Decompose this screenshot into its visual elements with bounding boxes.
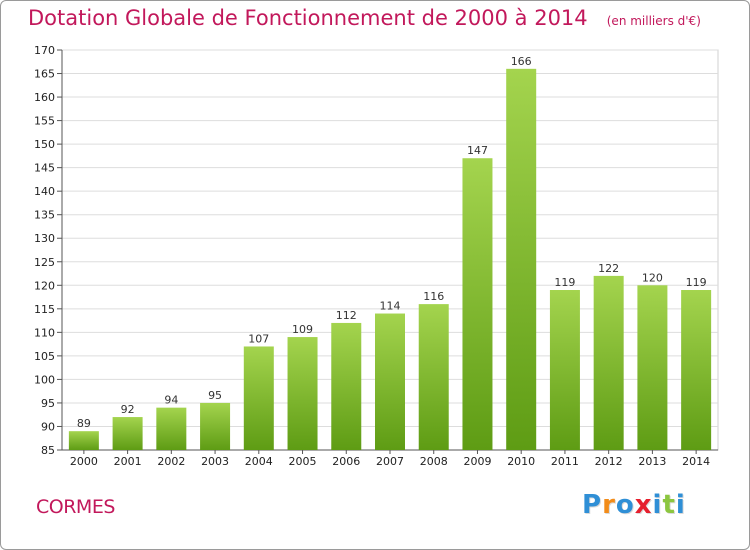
logo-letter: P xyxy=(582,490,603,520)
x-tick-label-2013: 2013 xyxy=(638,455,666,468)
x-tick-label-2014: 2014 xyxy=(682,455,710,468)
x-tick-label-2000: 2000 xyxy=(70,455,98,468)
y-tick-label: 85 xyxy=(41,444,55,457)
bar-2013 xyxy=(637,285,668,450)
y-tick-label: 115 xyxy=(34,303,55,316)
y-tick-label: 170 xyxy=(34,44,55,57)
x-tick-label-2006: 2006 xyxy=(332,455,360,468)
x-tick-label-2003: 2003 xyxy=(201,455,229,468)
bar-2009 xyxy=(462,158,493,450)
bar-2008 xyxy=(418,304,449,450)
logo-letter: o xyxy=(615,490,635,520)
data-label-2004: 107 xyxy=(248,332,269,345)
y-tick-label: 140 xyxy=(34,185,55,198)
y-tick-label: 130 xyxy=(34,232,55,245)
commune-name: CORMES xyxy=(36,496,115,518)
x-tick-label-2012: 2012 xyxy=(595,455,623,468)
data-label-2006: 112 xyxy=(336,309,357,322)
data-label-2002: 94 xyxy=(164,394,178,407)
x-tick-label-2004: 2004 xyxy=(245,455,273,468)
y-tick-label: 160 xyxy=(34,91,55,104)
y-tick-label: 135 xyxy=(34,209,55,222)
y-tick-label: 125 xyxy=(34,256,55,269)
data-label-2000: 89 xyxy=(77,417,91,430)
bar-2001 xyxy=(112,417,143,450)
bar-2006 xyxy=(331,322,362,450)
data-label-2009: 147 xyxy=(467,144,488,157)
data-label-2003: 95 xyxy=(208,389,222,402)
bar-2003 xyxy=(200,402,231,450)
logo-letter: i xyxy=(675,490,686,520)
data-label-2013: 120 xyxy=(642,271,663,284)
y-tick-label: 155 xyxy=(34,115,55,128)
bar-2010 xyxy=(506,68,537,450)
x-tick-label-2010: 2010 xyxy=(507,455,535,468)
bar-2005 xyxy=(287,337,318,450)
data-label-2012: 122 xyxy=(598,262,619,275)
y-tick-label: 165 xyxy=(34,68,55,81)
bar-2011 xyxy=(549,290,580,450)
y-tick-label: 120 xyxy=(34,279,55,292)
x-tick-label-2005: 2005 xyxy=(289,455,317,468)
logo-letter: t xyxy=(662,490,676,520)
y-tick-label: 145 xyxy=(34,162,55,175)
x-tick-label-2009: 2009 xyxy=(463,455,491,468)
bar-2000 xyxy=(68,431,99,450)
data-label-2011: 119 xyxy=(554,276,575,289)
data-label-2007: 114 xyxy=(380,300,401,313)
y-tick-label: 110 xyxy=(34,326,55,339)
y-tick-label: 90 xyxy=(41,420,55,433)
x-tick-label-2007: 2007 xyxy=(376,455,404,468)
y-tick-label: 95 xyxy=(41,397,55,410)
chart-title: Dotation Globale de Fonctionnement de 20… xyxy=(28,6,588,30)
y-tick-label: 150 xyxy=(34,138,55,151)
bar-2004 xyxy=(243,346,274,450)
logo-letter: x xyxy=(634,490,653,520)
bar-2014 xyxy=(681,290,712,450)
data-label-2014: 119 xyxy=(686,276,707,289)
title-row: Dotation Globale de Fonctionnement de 20… xyxy=(28,6,701,30)
y-tick-label: 105 xyxy=(34,350,55,363)
bar-2002 xyxy=(156,407,187,450)
x-tick-label-2008: 2008 xyxy=(420,455,448,468)
proxiti-logo: Proxiti xyxy=(582,490,686,520)
bar-2007 xyxy=(375,313,405,450)
logo-letter: r xyxy=(602,490,616,520)
data-label-2005: 109 xyxy=(292,323,313,336)
data-label-2008: 116 xyxy=(423,290,444,303)
data-label-2001: 92 xyxy=(121,403,135,416)
x-tick-label-2011: 2011 xyxy=(551,455,579,468)
logo-letter: i xyxy=(652,490,663,520)
y-tick-label: 100 xyxy=(34,373,55,386)
chart-subtitle: (en milliers d'€) xyxy=(606,14,701,28)
data-label-2010: 166 xyxy=(511,55,532,68)
x-tick-label-2001: 2001 xyxy=(114,455,142,468)
bar-2012 xyxy=(593,275,624,450)
x-tick-label-2002: 2002 xyxy=(157,455,185,468)
